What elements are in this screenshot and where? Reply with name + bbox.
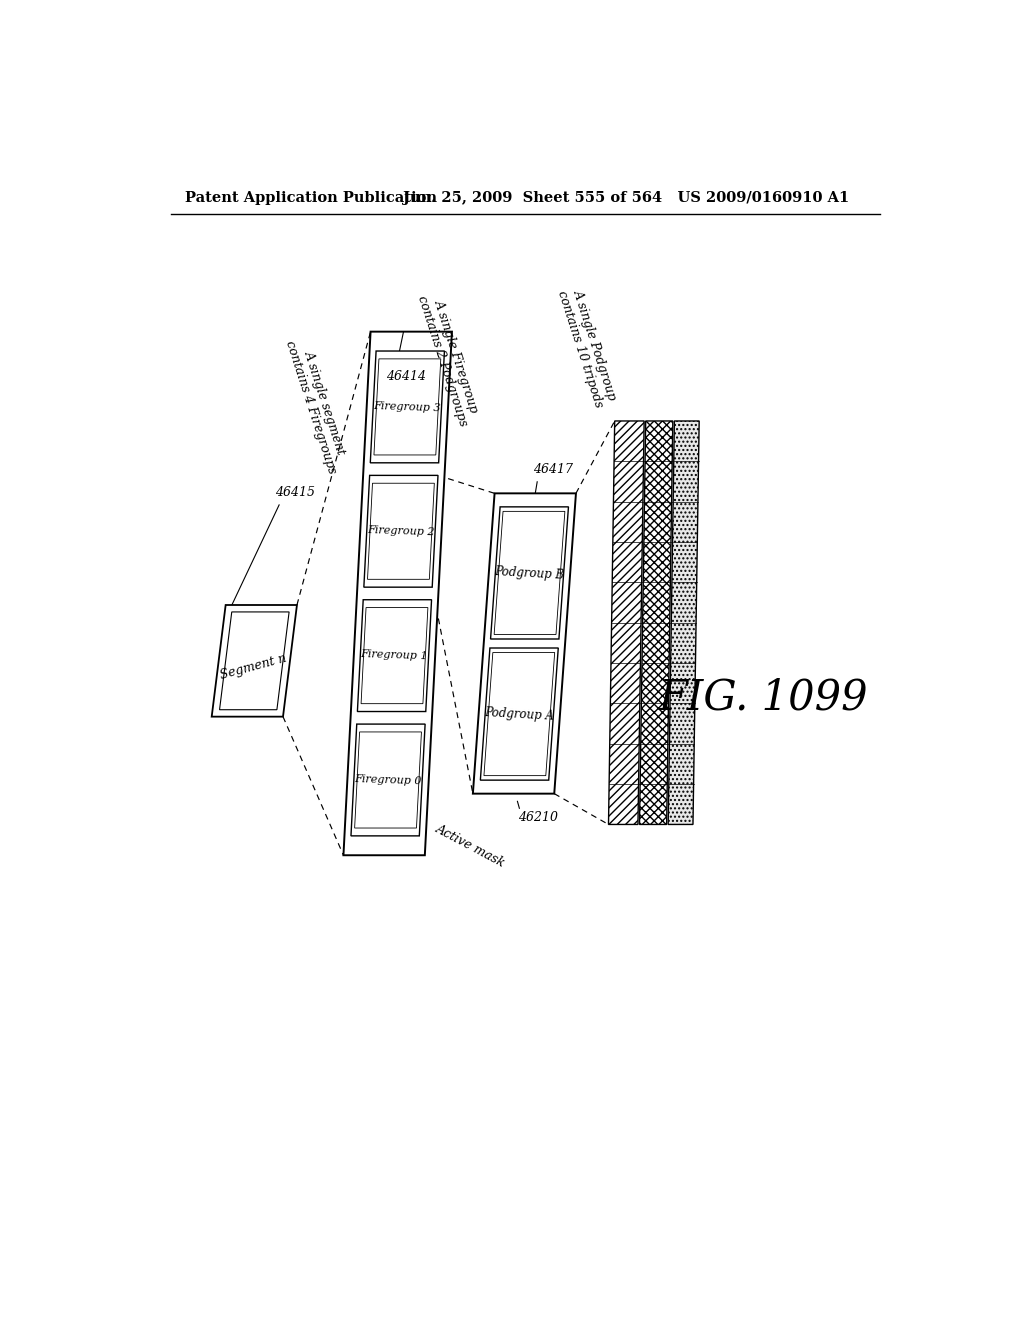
Text: Firegroup 0: Firegroup 0 (354, 774, 422, 787)
Polygon shape (212, 605, 297, 717)
Text: Jun. 25, 2009  Sheet 555 of 564   US 2009/0160910 A1: Jun. 25, 2009 Sheet 555 of 564 US 2009/0… (403, 191, 849, 206)
Polygon shape (640, 421, 673, 825)
Text: 46417: 46417 (532, 462, 572, 475)
Text: A single segment
contains 4 Firegroups: A single segment contains 4 Firegroups (283, 334, 352, 475)
Polygon shape (371, 351, 444, 463)
Polygon shape (343, 331, 452, 855)
Polygon shape (608, 421, 644, 825)
Polygon shape (473, 494, 575, 793)
Polygon shape (351, 725, 425, 836)
Text: Podgroup B: Podgroup B (495, 565, 564, 581)
Text: Segment n: Segment n (219, 651, 289, 681)
Polygon shape (669, 421, 699, 825)
Text: Patent Application Publication: Patent Application Publication (184, 191, 436, 206)
Text: 46415: 46415 (275, 486, 315, 499)
Polygon shape (364, 475, 438, 587)
Text: 46210: 46210 (518, 812, 558, 825)
Text: Firegroup 2: Firegroup 2 (367, 525, 435, 537)
Polygon shape (480, 648, 558, 780)
Polygon shape (357, 599, 431, 711)
Text: Active mask: Active mask (433, 822, 508, 870)
Text: 46414: 46414 (386, 370, 426, 383)
Text: A single Podgroup
contains 10 tripods: A single Podgroup contains 10 tripods (555, 285, 620, 409)
Text: Firegroup 3: Firegroup 3 (374, 401, 441, 413)
Text: A single Firegroup
contains 2 Podgroups: A single Firegroup contains 2 Podgroups (415, 289, 484, 428)
Text: FIG. 1099: FIG. 1099 (658, 676, 868, 718)
Polygon shape (490, 507, 568, 639)
Text: Firegroup 1: Firegroup 1 (360, 649, 428, 661)
Text: Podgroup A: Podgroup A (484, 706, 554, 722)
